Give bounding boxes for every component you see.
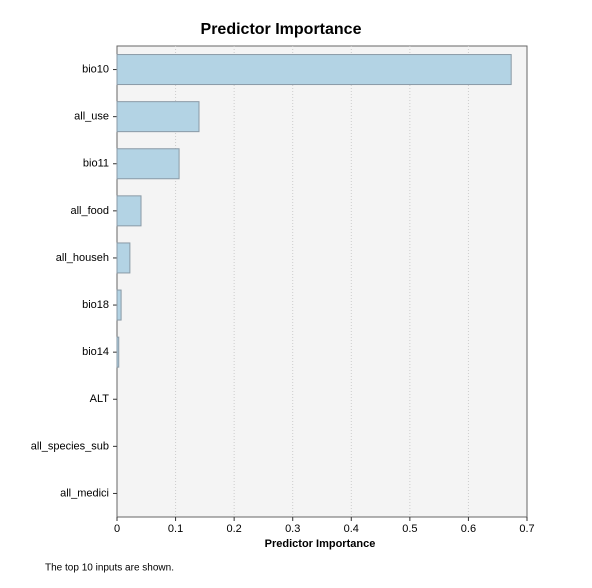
y-tick-label: all_use [74, 111, 109, 123]
x-tick-label: 0.1 [168, 523, 183, 535]
y-tick-label: bio10 [82, 63, 109, 75]
y-tick-label: all_househ [56, 252, 109, 264]
y-tick-label: all_species_sub [31, 440, 109, 452]
x-axis-label: Predictor Importance [265, 538, 376, 550]
chart-title: Predictor Importance [201, 21, 362, 38]
y-tick-label: all_medici [60, 487, 109, 499]
x-tick-label: 0 [114, 523, 120, 535]
y-tick-label: bio11 [83, 158, 109, 170]
footnote: The top 10 inputs are shown. [45, 563, 174, 574]
x-tick-label: 0.2 [226, 523, 241, 535]
x-tick-label: 0.4 [344, 523, 359, 535]
bar [116, 195, 142, 227]
bar [116, 336, 120, 368]
y-tick-label: bio14 [82, 346, 109, 358]
bar [116, 101, 200, 133]
y-tick-label: all_food [70, 205, 109, 217]
x-tick-label: 0.7 [519, 523, 534, 535]
y-tick-label: ALT [90, 393, 110, 405]
bar [116, 148, 180, 180]
y-tick-label: bio18 [82, 299, 109, 311]
x-tick-label: 0.6 [461, 523, 476, 535]
x-tick-label: 0.5 [402, 523, 417, 535]
bar [116, 242, 131, 274]
bar [116, 289, 122, 321]
x-tick-label: 0.3 [285, 523, 300, 535]
bar [116, 54, 512, 86]
